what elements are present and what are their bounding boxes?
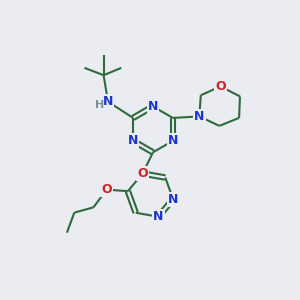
Text: N: N (148, 100, 158, 113)
Text: O: O (101, 183, 112, 196)
Text: N: N (103, 95, 113, 108)
Text: N: N (194, 110, 205, 123)
Text: H: H (95, 100, 104, 110)
Text: N: N (153, 210, 164, 223)
Text: N: N (168, 134, 178, 147)
Text: N: N (128, 134, 138, 147)
Text: O: O (215, 80, 226, 93)
Text: N: N (168, 193, 178, 206)
Text: O: O (137, 167, 148, 180)
